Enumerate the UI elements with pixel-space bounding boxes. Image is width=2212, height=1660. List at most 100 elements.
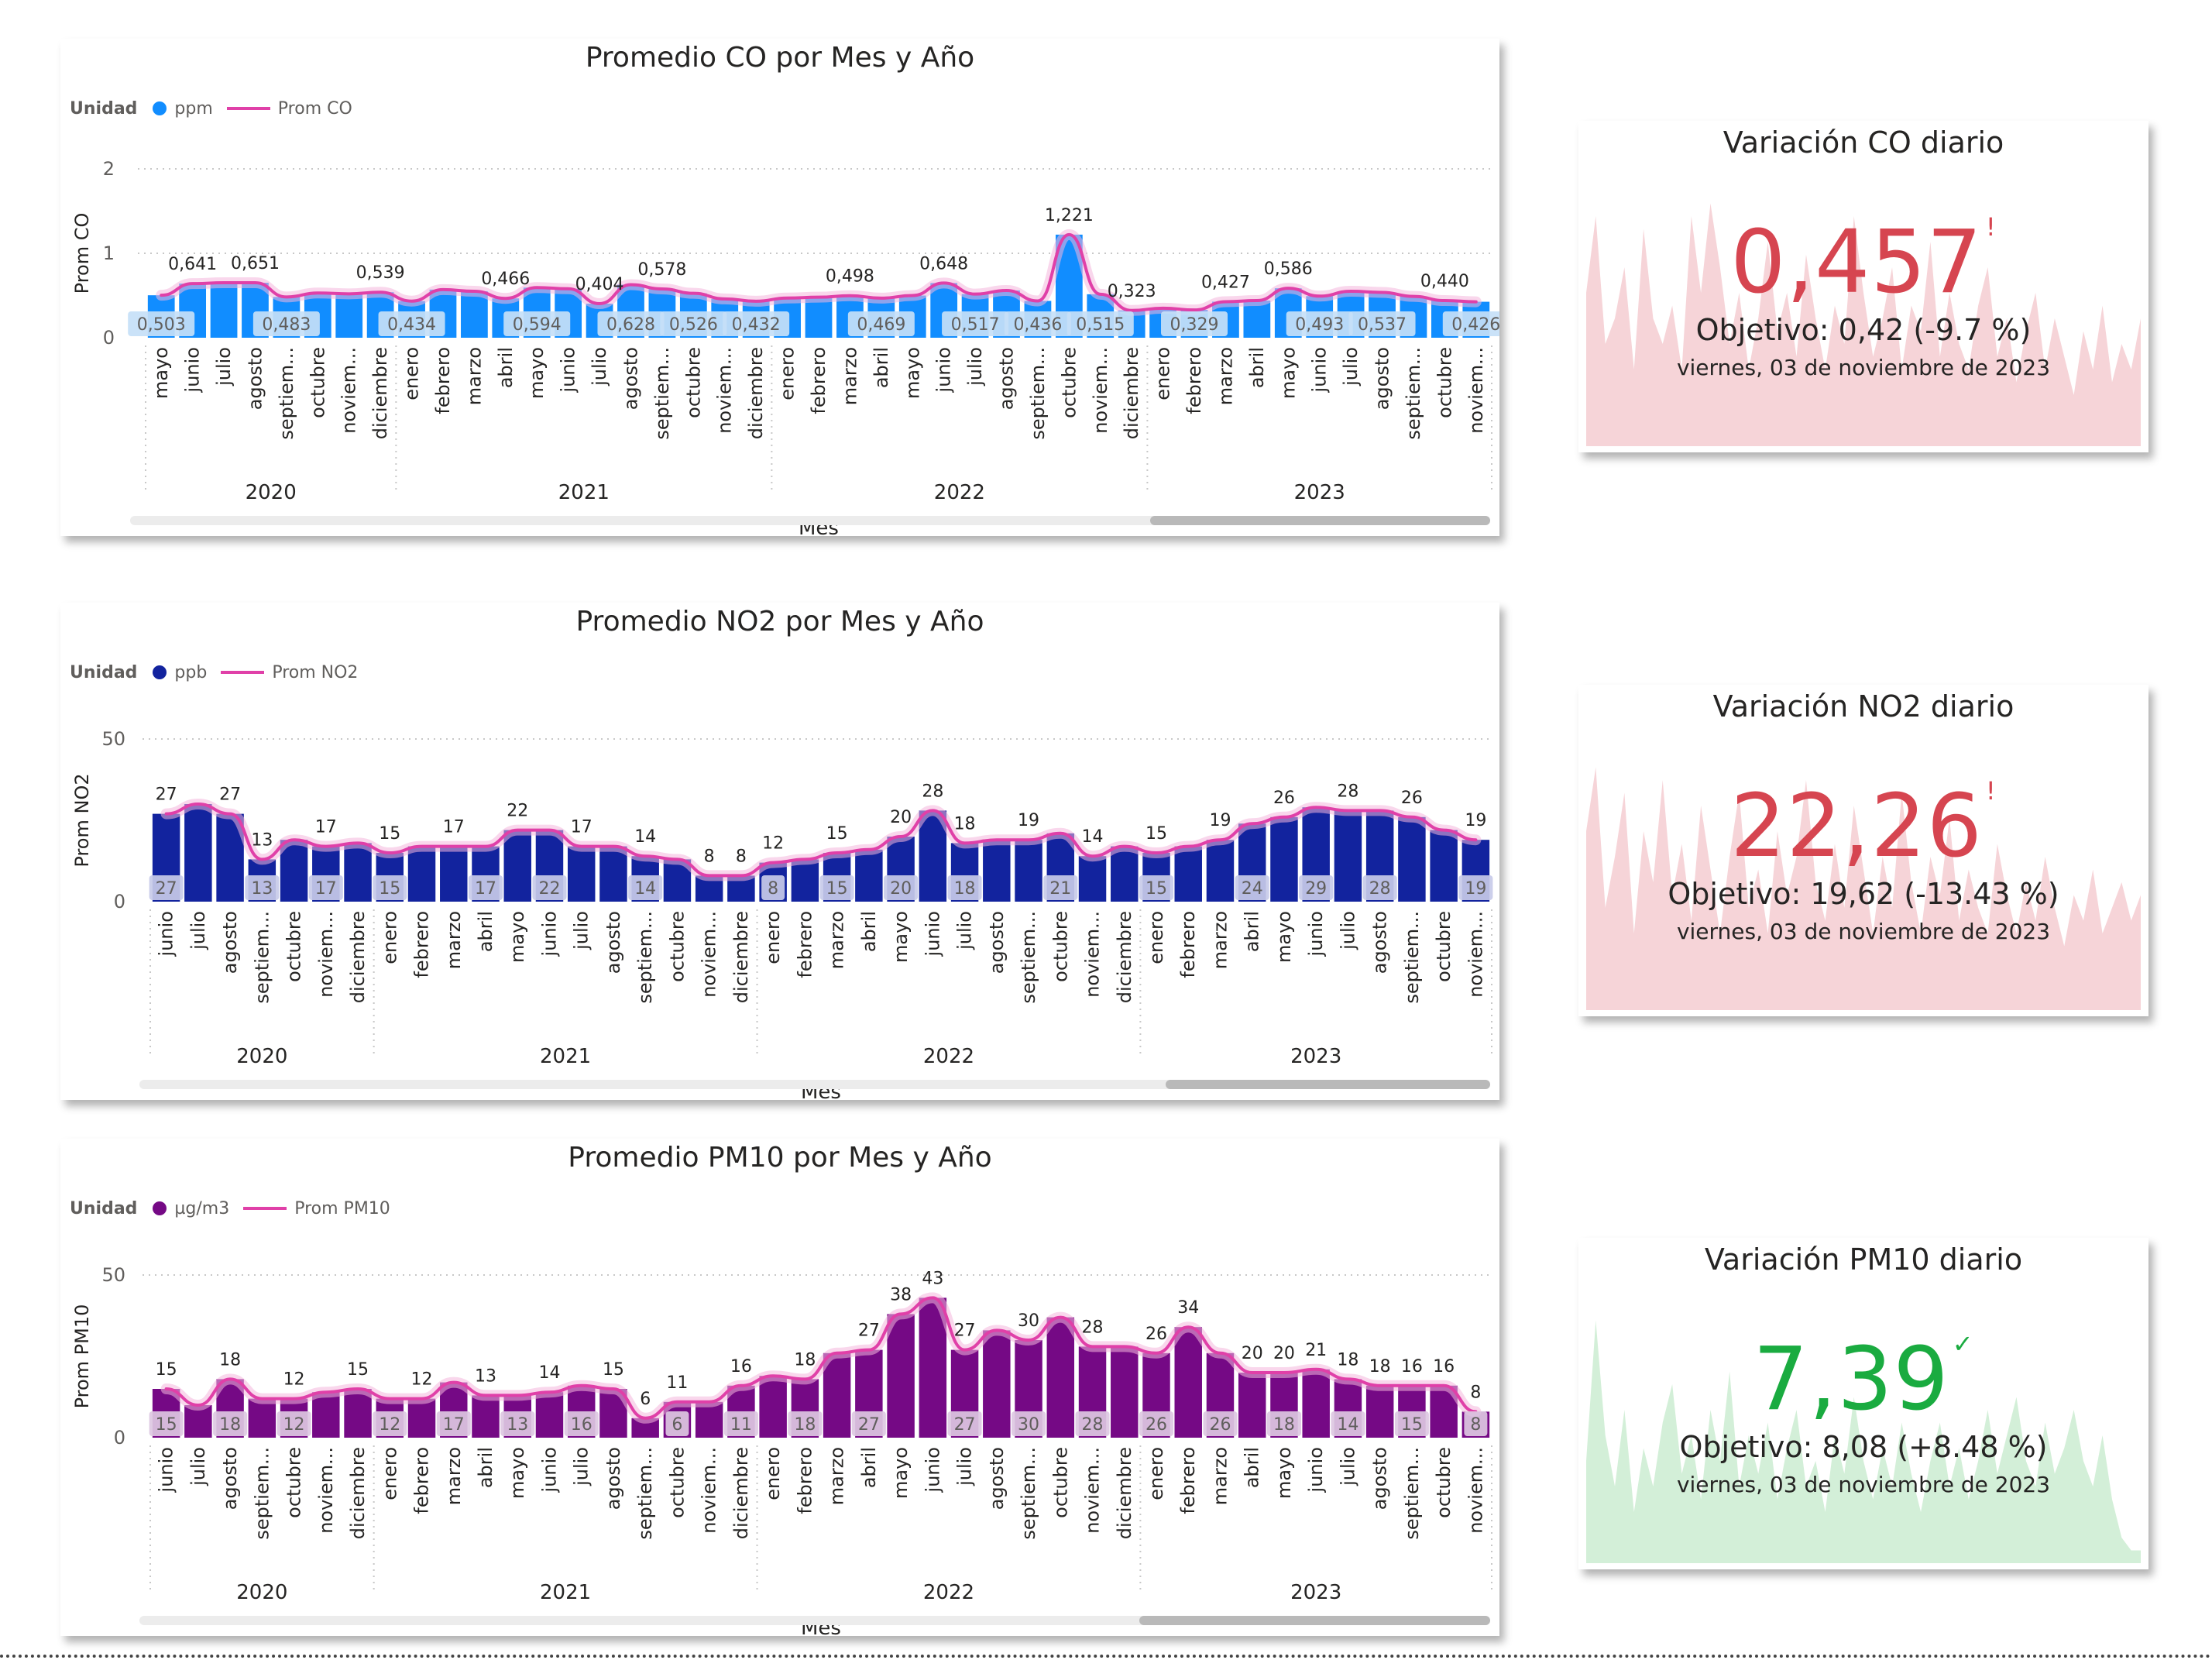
bar <box>887 1314 915 1438</box>
kpi-card-no2[interactable]: Variación NO2 diario 22,26! Objetivo: 19… <box>1578 685 2148 1016</box>
x-tick-label: diciembre <box>369 347 391 439</box>
chart-card-no2[interactable]: Promedio NO2 por Mes y Año Unidad ppb Pr… <box>60 603 1499 1100</box>
x-tick-label: febrero <box>794 911 816 978</box>
kpi-card-pm10[interactable]: Variación PM10 diario 7,39 ✓ Objetivo: 8,… <box>1578 1238 2148 1569</box>
alert-icon: ! <box>1985 212 1997 242</box>
data-label-box <box>851 1411 886 1436</box>
series-line <box>164 1296 1478 1420</box>
x-tick-label: septiem... <box>1403 347 1424 440</box>
data-label-box <box>276 1411 311 1436</box>
x-tick-label: noviem... <box>1082 911 1104 998</box>
x-tick-label: diciembre <box>347 911 369 1003</box>
data-label: 16 <box>1433 1357 1455 1376</box>
kpi-value-text: 22,26 <box>1730 776 1983 877</box>
x-tick-label: septiem... <box>1401 1447 1423 1540</box>
x-tick-label: junio <box>1305 911 1327 957</box>
x-tick-label: abril <box>475 1447 496 1488</box>
bar <box>983 840 1011 902</box>
data-label: 0,526 <box>669 315 718 335</box>
bar <box>567 846 596 902</box>
legend-bar-swatch <box>153 101 167 115</box>
data-label: 16 <box>571 1415 592 1435</box>
data-label: 0,466 <box>481 270 530 289</box>
x-tick-label: diciembre <box>347 1447 369 1539</box>
kpi-value-pm10: 7,39 ✓ <box>1578 1329 2148 1430</box>
bar <box>280 840 308 902</box>
legend-line-name: Prom NO2 <box>272 662 359 682</box>
x-tick-label: septiem... <box>1018 911 1039 1004</box>
x-tick-label: febrero <box>411 911 433 978</box>
chart-plot-co[interactable]: 0 1 2 Prom CO 0,503 0,641 0,651 0,483 0,539 0,434… <box>60 39 1499 536</box>
x-tick-label: agosto <box>620 347 641 410</box>
x-tick-label: mayo <box>1273 911 1295 963</box>
x-tick-label: noviem... <box>1465 1447 1486 1534</box>
x-tick-label: octubre <box>1433 1447 1455 1518</box>
x-tick-label: julio <box>1337 1447 1358 1486</box>
chart-card-co[interactable]: Promedio CO por Mes y Año Unidad ppm Pro… <box>60 39 1499 536</box>
x-tick-label: noviem... <box>699 911 720 998</box>
data-label: 0,469 <box>857 315 905 335</box>
data-label-box <box>628 875 663 900</box>
legend-line-name: Prom PM10 <box>294 1198 390 1218</box>
data-label: 21 <box>1305 1341 1327 1360</box>
data-label: 27 <box>156 785 177 805</box>
data-label: 13 <box>507 1415 528 1435</box>
scrollbar-thumb[interactable] <box>1150 516 1490 525</box>
data-label: 12 <box>411 1370 433 1390</box>
x-tick-label: julio <box>213 347 235 387</box>
bar <box>983 1330 1011 1438</box>
x-tick-label: noviem... <box>1465 347 1487 434</box>
data-label-box <box>1362 875 1397 900</box>
data-label: 0,578 <box>637 260 686 280</box>
x-tick-label: febrero <box>794 1447 816 1514</box>
x-tick-label: noviem... <box>1082 1447 1104 1534</box>
data-label: 38 <box>890 1285 912 1304</box>
data-label-box <box>469 875 503 900</box>
horizontal-scrollbar[interactable] <box>139 1616 1490 1625</box>
x-tick-label: agosto <box>1369 911 1391 974</box>
x-tick-label: octubre <box>1058 347 1080 418</box>
bar <box>461 291 488 338</box>
x-tick-label: junio <box>538 1447 560 1493</box>
chart-plot-pm10[interactable]: 0 50 Prom PM10 15 15 18 18 12 12 15 12 12 17 13 13 14 16… <box>60 1139 1499 1636</box>
scrollbar-thumb[interactable] <box>1166 1080 1490 1089</box>
y-axis-title: Prom CO <box>71 213 93 294</box>
data-label-box <box>1348 311 1416 336</box>
horizontal-scrollbar[interactable] <box>130 516 1490 525</box>
kpi-card-co[interactable]: Variación CO diario 0,457! Objetivo: 0,4… <box>1578 121 2148 452</box>
bar <box>791 859 819 902</box>
x-tick-label: enero <box>1146 1447 1167 1500</box>
kpi-title-no2: Variación NO2 diario <box>1712 689 2014 723</box>
x-tick-label: octubre <box>1434 347 1455 418</box>
data-label: 16 <box>1401 1357 1423 1376</box>
horizontal-scrollbar[interactable] <box>139 1080 1490 1089</box>
data-label-box <box>942 311 1009 336</box>
scrollbar-thumb[interactable] <box>1139 1616 1490 1625</box>
year-label: 2022 <box>934 481 985 504</box>
x-tick-label: septiem... <box>251 1447 273 1540</box>
data-label: 34 <box>1177 1298 1199 1318</box>
bar <box>1046 1317 1075 1438</box>
data-label-box <box>1286 311 1353 336</box>
legend-co: Unidad ppm Prom CO <box>70 93 352 124</box>
x-tick-label: septiem... <box>1027 347 1049 440</box>
chart-card-pm10[interactable]: Promedio PM10 por Mes y Año Unidad µg/m3… <box>60 1139 1499 1636</box>
bar <box>805 297 833 338</box>
x-tick-label: enero <box>762 911 784 964</box>
x-tick-label: junio <box>538 911 560 957</box>
x-tick-label: agosto <box>603 911 624 974</box>
data-label: 0,493 <box>1295 315 1344 335</box>
data-label: 0,594 <box>513 315 562 335</box>
data-label: 26 <box>1146 1325 1167 1344</box>
x-tick-label: enero <box>777 347 799 400</box>
bar <box>1206 840 1235 902</box>
chart-plot-no2[interactable]: 0 50 Prom NO2 27 27 27 13 13 17 17 15 15 17 17 22 22 17 1… <box>60 603 1499 1100</box>
data-label: 27 <box>858 1321 880 1341</box>
bar <box>1398 816 1426 902</box>
y-axis-title: Prom PM10 <box>71 1304 93 1409</box>
data-label: 28 <box>922 782 943 801</box>
data-label: 19 <box>1465 811 1486 830</box>
x-tick-label: noviem... <box>315 911 337 998</box>
x-tick-label: mayo <box>507 911 528 963</box>
data-label-box <box>245 875 280 900</box>
